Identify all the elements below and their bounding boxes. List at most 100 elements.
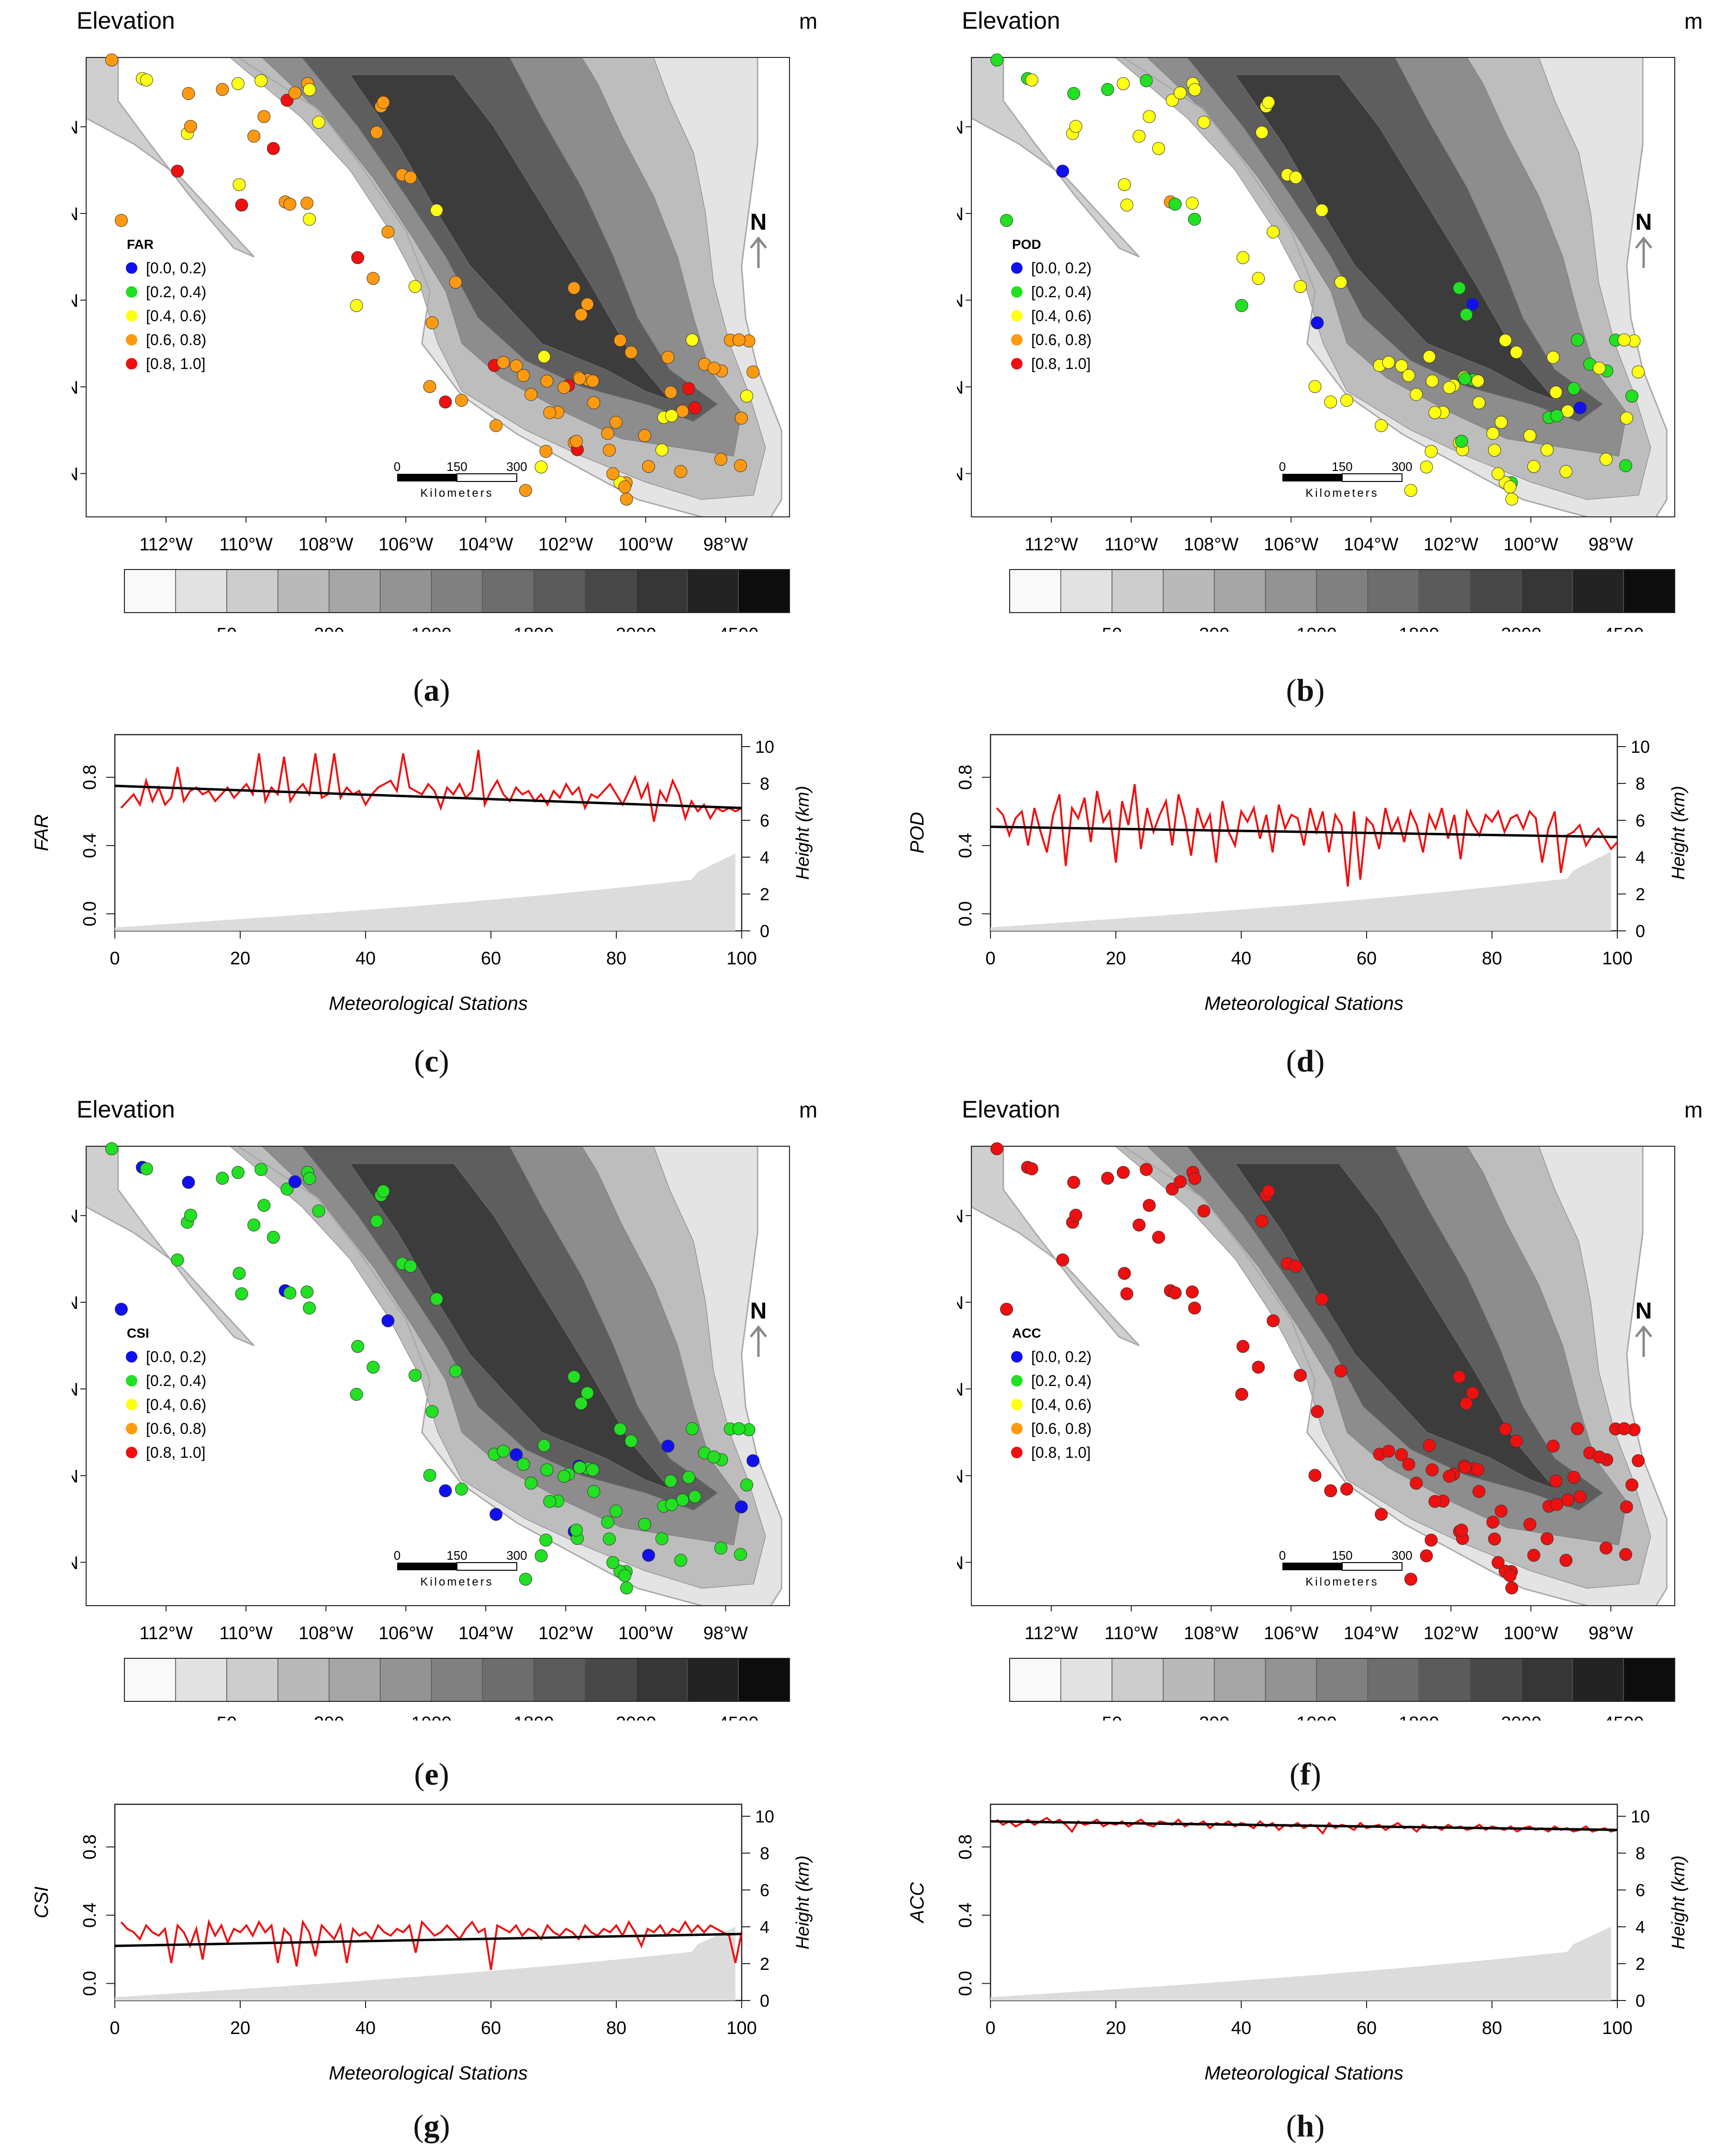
station-marker <box>1466 298 1479 311</box>
station-marker <box>1262 96 1275 109</box>
lon-label: 106°W <box>1264 1623 1319 1643</box>
station-marker <box>674 1554 688 1567</box>
scalebar-tick: 150 <box>1332 1548 1352 1563</box>
caption-f: (f) <box>1290 1757 1321 1792</box>
chart-group: 0.0 0.4 0.8 FAR 0 2 4 6 8 10 Height (km) 0 20 40 60 80 1… <box>31 734 813 1014</box>
station-marker <box>1458 372 1472 385</box>
scalebar-black <box>397 1563 457 1570</box>
chart-group: 0.0 0.4 0.8 CSI 0 2 4 6 8 10 Height (km) 0 20 40 60 80 1… <box>31 1803 813 2084</box>
station-marker <box>367 272 380 285</box>
station-marker <box>581 1386 594 1400</box>
station-marker <box>543 1495 556 1508</box>
station-marker <box>404 1260 417 1273</box>
station-marker <box>408 1369 422 1382</box>
station-marker <box>1505 1581 1518 1595</box>
colorbar-cell <box>687 1658 739 1702</box>
station-marker <box>1340 1483 1353 1496</box>
station-marker <box>1133 130 1146 143</box>
station-marker <box>1472 1485 1486 1498</box>
station-marker <box>312 1204 325 1218</box>
y-tick-label: 0.0 <box>956 1971 976 1996</box>
station-marker <box>105 53 118 67</box>
scalebar-black <box>1282 1563 1342 1570</box>
lat-label: 18°N <box>72 464 78 484</box>
station-marker <box>734 1500 748 1514</box>
baja-peninsula <box>971 57 1139 257</box>
legend-swatch <box>1011 1399 1023 1410</box>
y2-tick-label: 0 <box>1636 921 1645 941</box>
station-marker <box>1523 1518 1536 1531</box>
station-marker <box>1252 272 1265 285</box>
x-tick-label: 40 <box>1231 2018 1251 2038</box>
legend-swatch <box>126 334 137 346</box>
station-marker <box>233 1267 246 1280</box>
scalebar-tick: 0 <box>1279 1548 1286 1563</box>
y-tick-label: 0.0 <box>80 901 100 927</box>
lon-label: 106°W <box>378 1623 434 1643</box>
station-marker <box>602 444 616 457</box>
legend-swatch <box>1011 1375 1023 1386</box>
lon-label: 102°W <box>1424 1623 1479 1643</box>
lat-label: 22°N <box>72 1380 78 1400</box>
station-marker <box>1143 1199 1156 1212</box>
colorbar-cell <box>1623 569 1675 613</box>
station-marker <box>570 435 583 448</box>
colorbar-label: 1000 <box>411 625 452 632</box>
station-marker <box>740 390 753 403</box>
station-marker <box>367 1361 380 1374</box>
station-marker <box>497 356 510 369</box>
map-frame <box>971 1146 1675 1606</box>
legend-swatch <box>126 310 137 322</box>
y2-axis-label: Height (km) <box>1669 786 1689 880</box>
station-marker <box>575 1397 588 1410</box>
station-marker <box>661 1440 675 1453</box>
station-marker <box>233 178 246 191</box>
station-marker <box>182 1175 195 1189</box>
baja-outline <box>971 57 1140 257</box>
station-marker <box>1458 1461 1472 1474</box>
colorbar-label: 3000 <box>616 625 657 632</box>
y-axis-label: FAR <box>31 814 52 851</box>
station-marker <box>381 1314 395 1328</box>
station-marker <box>255 74 267 88</box>
station-marker <box>714 453 727 466</box>
station-marker <box>1188 1172 1202 1185</box>
legend-swatch <box>1011 1351 1023 1363</box>
station-marker <box>1510 346 1523 359</box>
station-marker <box>638 1518 651 1531</box>
station-marker <box>235 198 248 212</box>
legend-range-label: [0.6, 0.8) <box>146 331 206 348</box>
station-marker <box>606 467 620 481</box>
station-marker <box>303 83 316 96</box>
y2-tick-label: 4 <box>1636 1917 1645 1937</box>
colorbar-cell <box>124 569 176 613</box>
station-marker <box>714 1542 727 1555</box>
station-marker <box>1592 361 1606 375</box>
station-marker <box>490 419 503 432</box>
station-marker <box>1443 381 1456 394</box>
y2-axis-label: Height (km) <box>1669 1855 1689 1949</box>
y2-tick-label: 10 <box>1631 737 1650 757</box>
station-marker <box>1324 1484 1337 1498</box>
colorbar-label: 300 <box>1199 1713 1229 1721</box>
lon-label: 106°W <box>1264 535 1319 555</box>
station-marker <box>1069 1208 1082 1222</box>
chart-panel-d: 0.0 0.4 0.8 POD 0 2 4 6 8 10 Height (km) 0 20 40 60 80 1… <box>876 723 1736 1039</box>
station-marker <box>455 1483 468 1496</box>
station-marker <box>1340 394 1353 407</box>
legend-range-label: [0.2, 0.4) <box>146 283 206 301</box>
station-marker <box>1235 1387 1248 1401</box>
station-marker <box>1186 1285 1199 1298</box>
station-marker <box>601 427 614 440</box>
station-marker <box>1375 419 1388 432</box>
caption-a: (a) <box>413 673 450 708</box>
lon-label: 100°W <box>1503 535 1558 555</box>
station-marker <box>283 1286 297 1300</box>
lat-label: 24°N <box>957 204 964 224</box>
y-tick-label: 0.8 <box>80 765 100 790</box>
lon-label: 98°W <box>703 535 748 555</box>
map-group: Elevation m 26°N 24°N 22°N 20°N 18°N 112°W 110°W… <box>38 7 817 645</box>
legend-title: ACC <box>1012 1326 1041 1341</box>
north-arrow-head <box>750 1325 767 1338</box>
station-marker <box>624 1434 638 1448</box>
